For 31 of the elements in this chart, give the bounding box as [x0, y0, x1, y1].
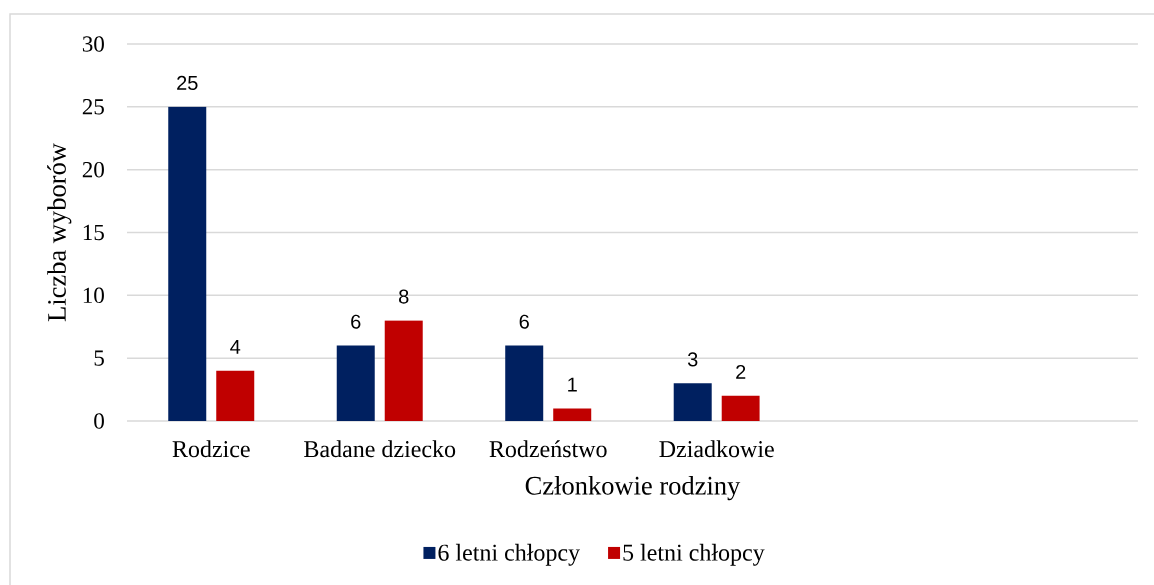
- y-tick-label: 5: [94, 350, 104, 366]
- y-tick-label: 30: [82, 36, 104, 52]
- y-tick-label: 20: [82, 161, 104, 178]
- data-label: 3: [687, 352, 698, 367]
- y-tick-label: 0: [94, 413, 104, 429]
- y-tick-label: 15: [83, 224, 104, 241]
- bar: [384, 320, 423, 421]
- x-tick-label: Badane dziecko: [304, 440, 456, 458]
- y-tick-label: 10: [83, 287, 104, 304]
- y-tick-label: 25: [82, 99, 104, 115]
- x-tick-label: Rodzeństwo: [489, 440, 607, 458]
- bar: [168, 106, 207, 421]
- bar: [336, 345, 375, 421]
- bar: [216, 370, 255, 421]
- legend-label: 5 letni chłopcy: [623, 543, 765, 566]
- bar: [505, 345, 544, 421]
- data-label: 6: [351, 314, 361, 329]
- y-axis-title: Liczba wyborów: [47, 143, 72, 322]
- x-axis-title: Członkowie rodziny: [525, 476, 741, 501]
- data-label: 4: [230, 339, 241, 354]
- data-label: 8: [399, 289, 409, 304]
- x-tick-label: Rodzice: [172, 440, 250, 458]
- x-tick-label: Dziadkowie: [659, 440, 774, 458]
- bar: [553, 408, 592, 421]
- bar: [673, 383, 712, 421]
- data-label: 25: [177, 75, 198, 91]
- data-label: 6: [519, 314, 529, 329]
- data-label: 2: [736, 364, 746, 379]
- legend-label: 6 letni chłopcy: [438, 543, 580, 566]
- data-label: 1: [568, 377, 577, 392]
- bar: [721, 395, 760, 421]
